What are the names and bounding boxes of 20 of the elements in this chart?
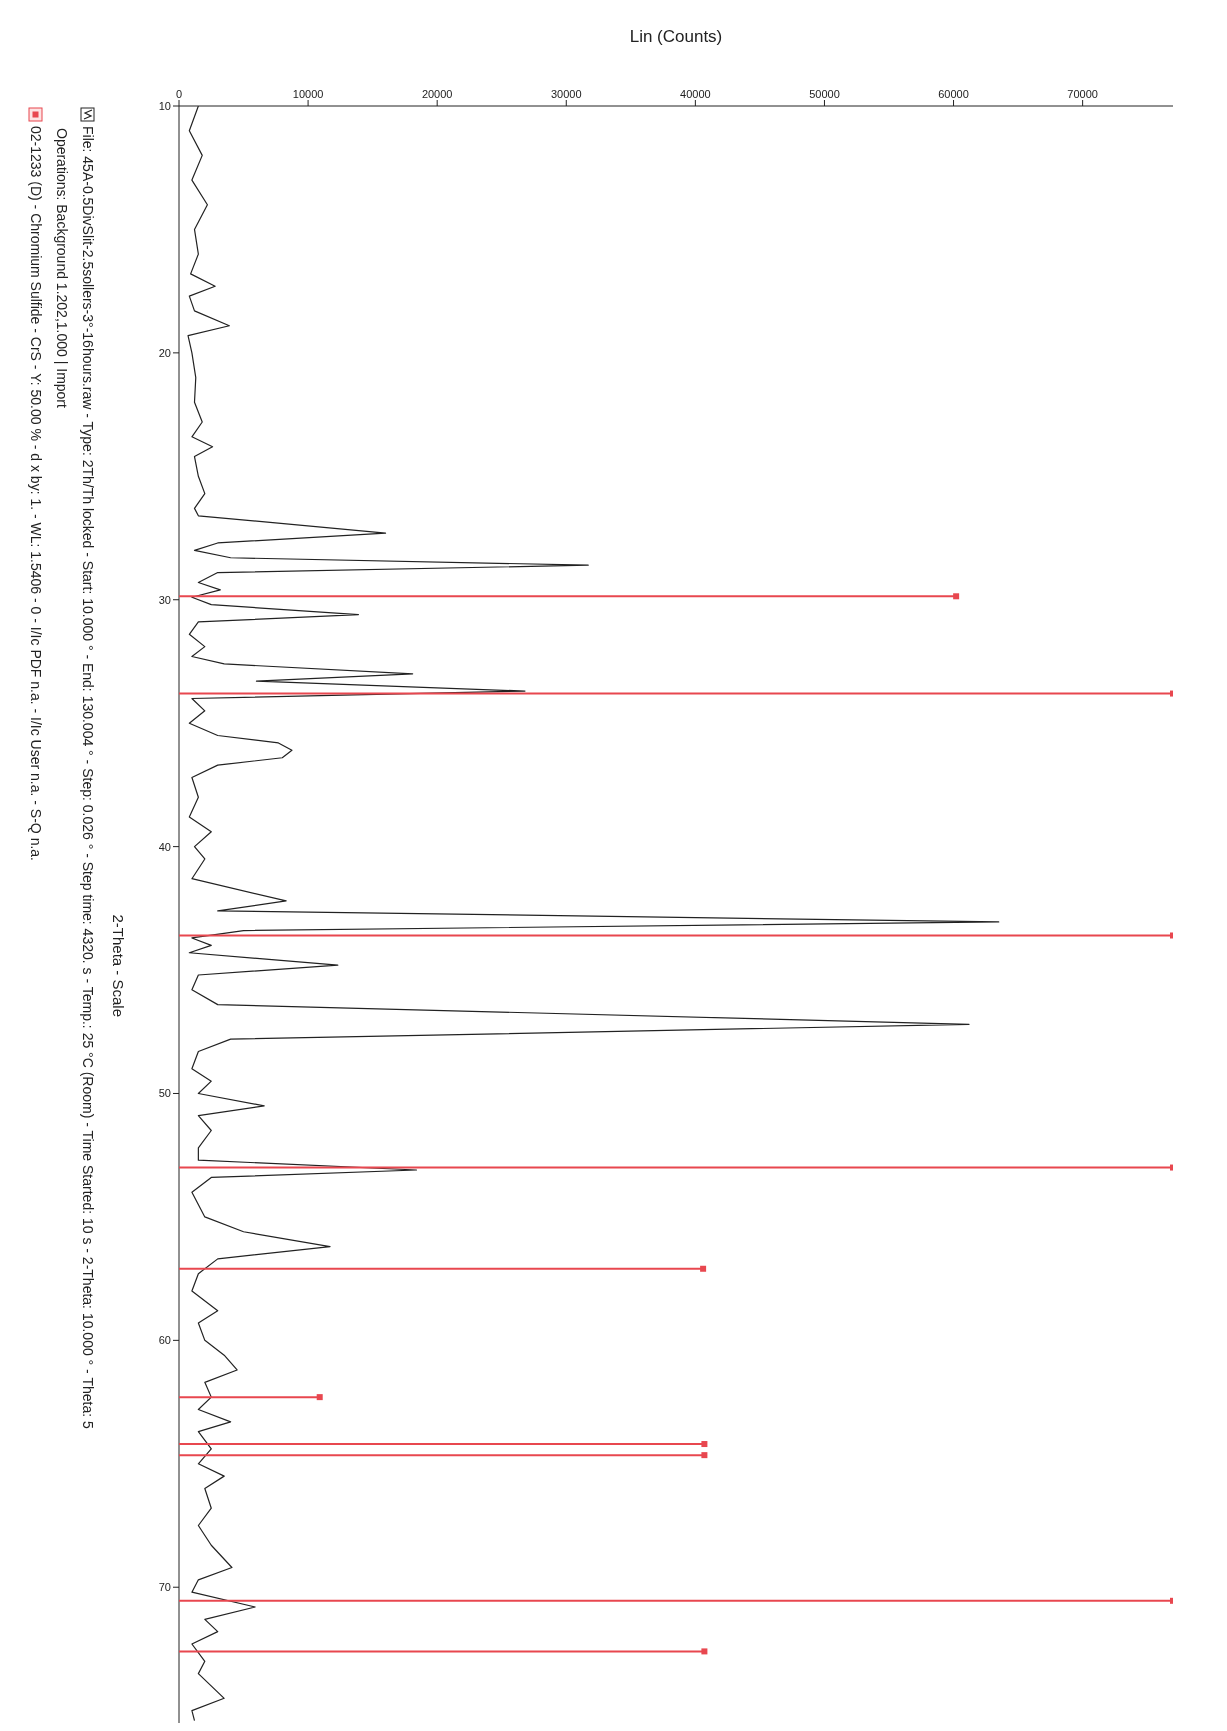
x-tick-label: 70000 <box>1067 88 1098 100</box>
x-tick-label: 60000 <box>938 88 969 100</box>
x-axis-title: Lin (Counts) <box>629 27 723 47</box>
y-axis-title: 2-Theta - Scale <box>109 914 127 1018</box>
x-tick-label: 10000 <box>292 88 324 100</box>
text: Operations: Background 1.202,1.000 | Import <box>54 128 70 409</box>
x-tick-label: 40000 <box>680 88 711 100</box>
y-tick-label: 30 <box>158 593 171 606</box>
x-tick-label: 20000 <box>421 88 453 100</box>
y-tick-label: 10 <box>158 99 171 112</box>
y-tick-label: 50 <box>158 1087 171 1100</box>
legend-label: File: 45A-0.5DivSlit-2.5sollers-3°-16hours.raw - Type: 2Th/Th locked - Start: 10.000 ° - End: 130.004 ° - Step: 0.026 ° - Step time: 4320. s - Temp.: 25 °C (Room) - Time Started: 10 s - 2-Theta: 10.000 ° - Theta: 5 <box>80 126 96 1429</box>
x-tick-label: 0 <box>175 88 183 100</box>
legend-label: 02-1233 (D) - Chromium Sulfide - CrS - Y: 50.00 % - d x by: 1. - WL: 1.5406 - 0 - I/Ic PDF n.a. - I/Ic User n.a. - S-Q n.a. <box>28 126 44 861</box>
y-tick-label: 20 <box>158 346 171 359</box>
y-tick-label: 60 <box>158 1334 171 1347</box>
x-tick-label: 50000 <box>809 88 840 100</box>
x-tick-label: 30000 <box>550 88 582 100</box>
y-tick-label: 40 <box>158 840 171 853</box>
y-tick-label: 70 <box>158 1581 171 1594</box>
